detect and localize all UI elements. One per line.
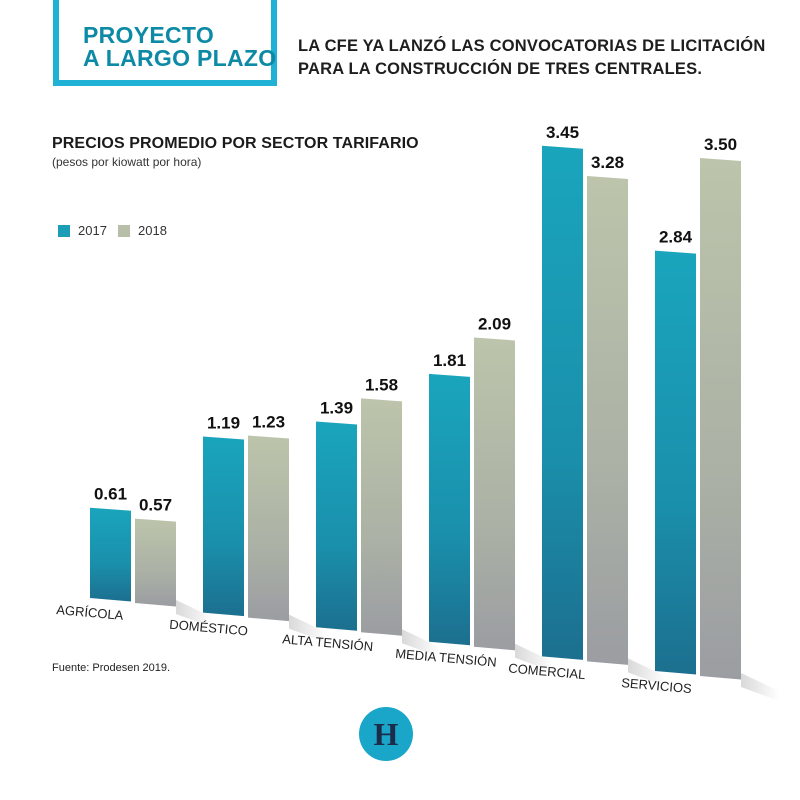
category-label-agricola: AGRÍCOLA xyxy=(56,602,125,623)
bar-2018-servicios xyxy=(700,158,741,680)
bar-2018-domestico xyxy=(248,435,289,622)
floor-shadow-alta-tension xyxy=(402,629,440,658)
bar-2017-servicios xyxy=(655,250,696,675)
bar-2017-media-tension xyxy=(429,373,470,646)
category-label-alta-tension: ALTA TENSIÓN xyxy=(282,631,374,654)
value-label-2017-alta-tension: 1.39 xyxy=(320,398,353,417)
bar-2018-agricola xyxy=(135,518,176,607)
chart-title: PRECIOS PROMEDIO POR SECTOR TARIFARIO xyxy=(52,135,419,152)
legend-label-2017: 2017 xyxy=(78,223,107,238)
title-line-2: A LARGO PLAZO xyxy=(83,45,277,71)
title-box: PROYECTO A LARGO PLAZO xyxy=(53,0,277,86)
source-note: Fuente: Prodesen 2019. xyxy=(52,662,171,674)
legend-swatch-2018 xyxy=(118,224,130,237)
bar-2017-agricola xyxy=(90,507,131,602)
bar-2017-domestico xyxy=(203,436,244,617)
logo-circle xyxy=(359,707,413,761)
bar-2018-comercial xyxy=(587,175,628,665)
chart-units: (pesos por kiowatt por hora) xyxy=(52,155,202,169)
legend-item-2018: 2018 xyxy=(118,223,167,238)
value-label-2017-comercial: 3.45 xyxy=(546,123,579,142)
herald-logo: H xyxy=(359,707,413,761)
floor-shadow-agricola xyxy=(176,600,214,628)
value-label-2017-media-tension: 1.81 xyxy=(433,351,466,370)
subtitle-line-1: LA CFE YA LANZÓ LAS CONVOCATORIAS DE LIC… xyxy=(298,37,766,55)
bar-2018-alta-tension xyxy=(361,398,402,636)
floor-shadow-media-tension xyxy=(515,643,553,672)
value-label-2018-servicios: 3.50 xyxy=(704,135,737,154)
category-label-comercial: COMERCIAL xyxy=(508,660,586,682)
value-label-2018-comercial: 3.28 xyxy=(591,153,624,172)
floor-shadow-servicios xyxy=(741,673,779,701)
legend-label-2018: 2018 xyxy=(138,223,167,238)
legend-item-2017: 2017 xyxy=(58,223,107,238)
legend-swatch-2017 xyxy=(58,224,70,237)
value-label-2017-domestico: 1.19 xyxy=(207,413,240,432)
value-label-2018-agricola: 0.57 xyxy=(139,496,172,515)
value-label-2018-domestico: 1.23 xyxy=(252,413,285,432)
value-label-2018-alta-tension: 1.58 xyxy=(365,375,398,394)
bar-2017-comercial xyxy=(542,145,583,660)
floor-shadow-domestico xyxy=(289,614,327,643)
value-label-2017-servicios: 2.84 xyxy=(659,228,693,247)
floor-shadow-comercial xyxy=(628,658,666,687)
bar-2018-media-tension xyxy=(474,337,515,651)
title-line-1: PROYECTO xyxy=(83,22,215,48)
value-label-2017-agricola: 0.61 xyxy=(94,485,127,504)
category-label-domestico: DOMÉSTICO xyxy=(169,617,249,639)
bar-2017-alta-tension xyxy=(316,421,357,631)
category-label-servicios: SERVICIOS xyxy=(621,675,693,696)
value-label-2018-media-tension: 2.09 xyxy=(478,314,511,333)
logo-letter: H xyxy=(374,716,399,752)
subtitle-line-2: PARA LA CONSTRUCCIÓN DE TRES CENTRALES. xyxy=(298,60,703,78)
category-label-media-tension: MEDIA TENSIÓN xyxy=(395,646,498,670)
